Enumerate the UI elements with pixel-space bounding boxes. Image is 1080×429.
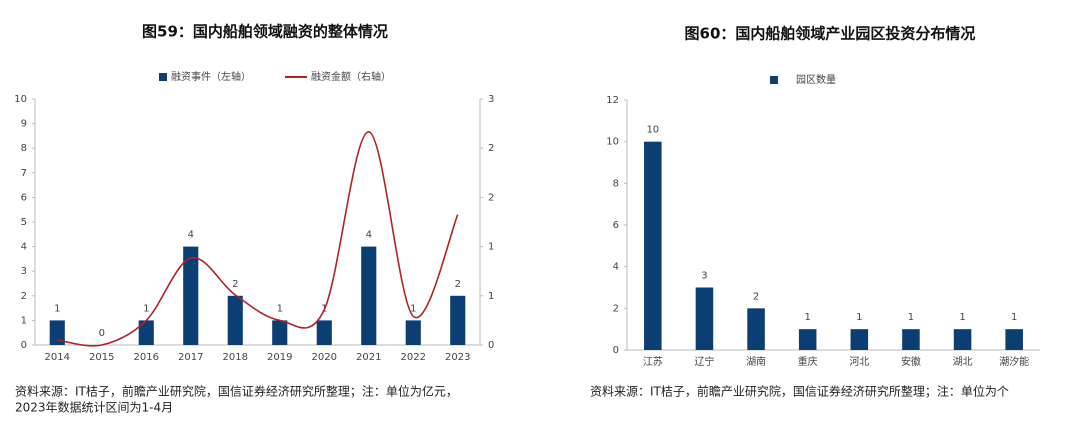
y-tick-label: 2 [21, 291, 27, 302]
y-tick-label: 10 [606, 137, 619, 148]
legend-swatch [159, 73, 167, 81]
legend-label: 园区数量 [796, 73, 836, 86]
bar [747, 308, 765, 350]
data-label: 1 [856, 312, 862, 323]
data-label: 1 [805, 312, 811, 323]
bar [1005, 329, 1023, 350]
x-tick-label: 2019 [267, 352, 292, 363]
source-note: 2023年数据统计区间为1-4月 [15, 400, 173, 415]
data-label: 4 [366, 230, 372, 241]
bar [644, 141, 662, 350]
data-label: 1 [143, 303, 149, 314]
x-tick-label: 2015 [89, 352, 114, 363]
legend-label: 融资事件（左轴） [171, 70, 251, 83]
x-tick-label: 2017 [178, 352, 203, 363]
x-tick-label: 安徽 [901, 355, 921, 368]
x-tick-label: 2020 [312, 352, 337, 363]
source-note: 资料来源：IT桔子，前瞻产业研究院，国信证券经济研究所整理；注：单位为个 [590, 384, 1009, 399]
y2-tick-label: 1 [488, 291, 494, 302]
x-tick-label: 2023 [445, 352, 470, 363]
data-label: 2 [753, 291, 759, 302]
y-tick-label: 7 [21, 168, 27, 179]
data-label: 1 [54, 303, 60, 314]
bar [850, 329, 869, 350]
bar [183, 246, 199, 345]
x-tick-label: 2016 [134, 352, 159, 363]
data-label: 1 [410, 303, 416, 314]
data-label: 10 [646, 125, 659, 136]
bar [49, 320, 65, 345]
bar [138, 320, 154, 345]
y-tick-label: 1 [21, 315, 27, 326]
x-tick-label: 重庆 [798, 355, 818, 368]
y-tick-label: 8 [21, 143, 27, 154]
bar [953, 329, 972, 350]
bar [450, 295, 466, 345]
bar [405, 320, 421, 345]
bar [272, 320, 288, 345]
y-tick-label: 6 [613, 220, 619, 231]
data-label: 2 [232, 279, 238, 290]
data-label: 1 [908, 312, 914, 323]
x-tick-label: 湖北 [953, 356, 973, 368]
y-tick-label: 6 [21, 192, 27, 203]
data-label: 1 [959, 312, 965, 323]
legend-swatch [770, 76, 778, 84]
x-tick-label: 江苏 [643, 355, 663, 368]
x-tick-label: 2014 [45, 352, 70, 363]
data-label: 2 [455, 279, 461, 290]
y2-tick-label: 3 [488, 94, 494, 105]
source-note: 资料来源：IT桔子，前瞻产业研究院，国信证券经济研究所整理；注：单位为亿元， [15, 384, 458, 399]
x-tick-label: 河北 [849, 356, 869, 368]
y-tick-label: 5 [21, 217, 27, 228]
bar [902, 329, 920, 350]
chart-title: 图59：国内船舶领域融资的整体情况 [142, 23, 388, 41]
y2-tick-label: 1 [488, 242, 494, 253]
bar [361, 246, 377, 345]
y-tick-label: 3 [21, 266, 27, 277]
chart-title: 图60：国内船舶领域产业园区投资分布情况 [685, 25, 976, 43]
x-tick-label: 潮汐能 [999, 355, 1029, 368]
line [57, 130, 459, 347]
y-tick-label: 0 [613, 345, 619, 356]
data-label: 1 [1011, 312, 1017, 323]
y2-tick-label: 2 [488, 143, 494, 154]
data-label: 4 [188, 230, 194, 241]
y-tick-label: 9 [21, 119, 27, 130]
y2-tick-label: 2 [488, 192, 494, 203]
y-tick-label: 10 [14, 94, 27, 105]
legend-label: 融资金额（右轴） [311, 70, 391, 83]
y-tick-label: 12 [606, 95, 619, 106]
y-tick-label: 2 [613, 303, 619, 314]
data-label: 0 [99, 328, 105, 339]
y-tick-label: 4 [613, 262, 619, 273]
x-tick-label: 2021 [356, 352, 381, 363]
y-tick-label: 4 [21, 242, 27, 253]
bar [695, 287, 714, 350]
bar [227, 295, 243, 345]
x-tick-label: 湖南 [746, 355, 766, 368]
data-label: 1 [277, 303, 283, 314]
bar [316, 320, 332, 345]
x-tick-label: 辽宁 [694, 355, 714, 368]
data-label: 3 [701, 271, 707, 282]
y-tick-label: 0 [21, 340, 27, 351]
bar [798, 329, 817, 350]
y-tick-label: 8 [613, 178, 619, 189]
x-tick-label: 2018 [223, 352, 248, 363]
y2-tick-label: 0 [488, 340, 494, 351]
x-tick-label: 2022 [401, 352, 426, 363]
